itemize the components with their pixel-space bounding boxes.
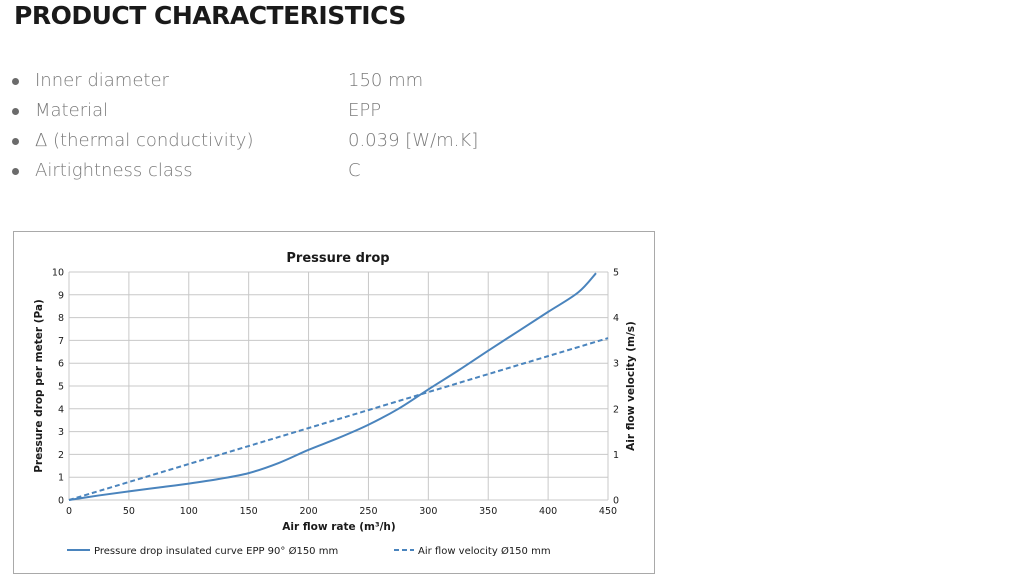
bullet-icon (12, 138, 19, 145)
y-tick-label: 5 (58, 382, 64, 393)
x-tick-label: 350 (479, 506, 497, 517)
bullet-icon (12, 78, 19, 85)
chart-canvas: Pressure drop 0 50 100 150 200 250 300 350 400 45… (33, 251, 637, 557)
page-title: PRODUCT CHARACTERISTICS (14, 1, 406, 30)
spec-label: Δ (thermal conductivity) (35, 130, 254, 151)
y-tick-label: 3 (58, 427, 64, 438)
y2-tick-label: 3 (613, 359, 619, 370)
y2-tick-label: 0 (613, 496, 619, 507)
y-tick-label: 10 (52, 268, 64, 279)
chart-series (68, 272, 609, 501)
spec-value: 150 mm (348, 70, 424, 91)
x-tick-label: 50 (123, 506, 135, 517)
y2-tick-label: 2 (613, 404, 619, 415)
y-axis-label: Pressure drop per meter (Pa) (33, 299, 45, 473)
legend-label-pressure-drop: Pressure drop insulated curve EPP 90° Ø1… (94, 545, 338, 557)
spec-value: EPP (348, 100, 382, 121)
x-tick-label: 150 (240, 506, 258, 517)
y2-tick-label: 4 (613, 313, 619, 324)
y-tick-label: 6 (58, 359, 64, 370)
y2-tick-label: 1 (613, 450, 619, 461)
pressure-drop-chart: Pressure drop 0 50 100 150 200 250 300 350 400 45… (13, 231, 655, 574)
y-tick-label: 0 (58, 496, 64, 507)
spec-value: C (348, 160, 361, 181)
x-tick-label: 0 (66, 506, 72, 517)
x-tick-label: 400 (539, 506, 557, 517)
y2-axis-label: Air flow velocity (m/s) (625, 321, 637, 451)
chart-ticks: 0 50 100 150 200 250 300 350 400 4500123456789100… (52, 268, 619, 518)
y-tick-label: 1 (58, 473, 64, 484)
y-tick-label: 4 (58, 404, 64, 415)
x-tick-label: 300 (419, 506, 437, 517)
x-tick-label: 200 (299, 506, 317, 517)
series-line-pressure-drop (68, 272, 597, 501)
series-line-air-velocity (68, 337, 609, 501)
chart-title: Pressure drop (286, 251, 389, 266)
spec-label: Inner diameter (35, 70, 169, 91)
y2-tick-label: 5 (613, 268, 619, 279)
y-tick-label: 2 (58, 450, 64, 461)
spec-label: Material (35, 100, 109, 121)
x-tick-label: 100 (180, 506, 198, 517)
chart-grid (68, 271, 609, 501)
spec-value: 0.039 [W/m.K] (348, 130, 479, 151)
x-tick-label: 250 (359, 506, 377, 517)
bullet-icon (12, 168, 19, 175)
bullet-icon (12, 108, 19, 115)
y-tick-label: 7 (58, 336, 64, 347)
spec-label: Airtightness class (35, 160, 193, 181)
x-axis-label: Air flow rate (m³/h) (282, 521, 395, 533)
y-tick-label: 8 (58, 313, 64, 324)
x-tick-label: 450 (599, 506, 617, 517)
y-tick-label: 9 (58, 290, 64, 301)
legend-label-air-velocity: Air flow velocity Ø150 mm (418, 545, 551, 557)
chart-legend: Pressure drop insulated curve EPP 90° Ø1… (67, 545, 551, 557)
